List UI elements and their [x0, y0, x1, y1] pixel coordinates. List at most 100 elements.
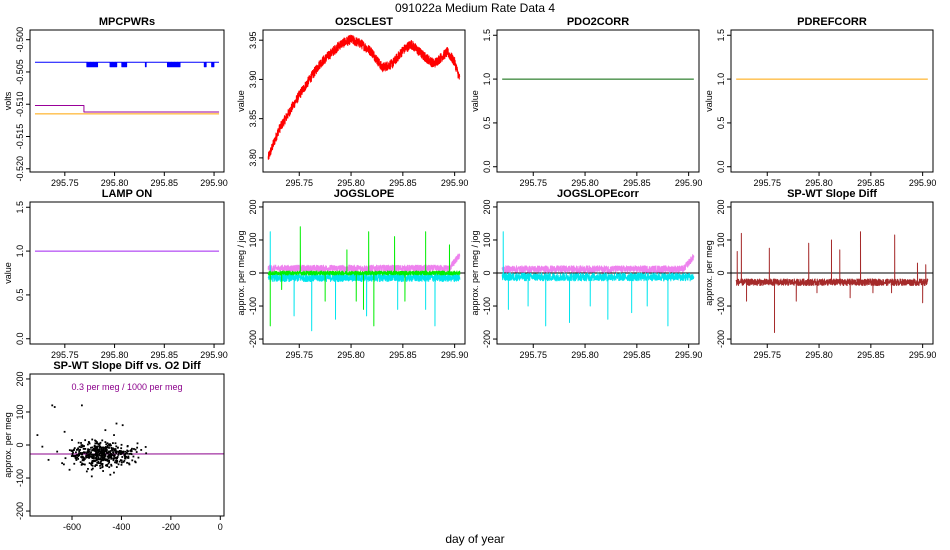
- scatter-point: [117, 463, 120, 466]
- panel-spwtvso2: SP-WT Slope Diff vs. O2 Diff approx. per …: [3, 360, 225, 532]
- scatter-point: [95, 448, 98, 451]
- scatter-point: [124, 450, 127, 453]
- scatter-point: [101, 466, 104, 469]
- x-tick-label: 295.80: [101, 350, 129, 360]
- scatter-point: [112, 454, 115, 457]
- scatter-point: [103, 452, 106, 455]
- scatter-point: [122, 451, 125, 454]
- scatter-point: [74, 457, 77, 459]
- scatter-point: [98, 450, 101, 453]
- scatter-point: [85, 470, 88, 473]
- scatter-point: [97, 445, 99, 448]
- scatter-point: [71, 452, 74, 455]
- scatter-point: [85, 452, 88, 454]
- x-tick-label: 295.75: [285, 178, 313, 188]
- scatter-point: [72, 451, 74, 454]
- scatter-point: [92, 454, 94, 457]
- panel-pdrefcorr: PDREFCORR value 295.75 295.80 295.85 295.90 0.…: [704, 16, 936, 188]
- scatter-point: [95, 457, 97, 459]
- scatter-point: [106, 449, 108, 451]
- scatter-point: [97, 450, 100, 453]
- y-tick-label: -200: [248, 330, 258, 348]
- scatter-point: [99, 458, 102, 461]
- scatter-point: [85, 454, 88, 457]
- scatter-point: [85, 456, 88, 459]
- scatter-point: [116, 460, 118, 463]
- scatter-point: [88, 442, 91, 445]
- scatter-point: [75, 451, 77, 454]
- scatter-point: [130, 448, 133, 451]
- x-tick-label: 295.75: [519, 178, 547, 188]
- scatter-point: [77, 458, 80, 460]
- scatter-point: [91, 464, 94, 467]
- scatter-point: [100, 460, 102, 463]
- panel-ylabel: value: [236, 90, 246, 112]
- scatter-point: [108, 461, 111, 464]
- scatter-point: [91, 462, 94, 465]
- scatter-point: [97, 457, 100, 460]
- scatter-point: [125, 455, 128, 458]
- scatter-point: [136, 446, 139, 449]
- panel-mpcpwrs: MPCPWRs volts 295.75 295.80 295.85 295.90 -0.5…: [3, 16, 228, 188]
- scatter-point: [90, 451, 92, 454]
- y-tick-label: -0.515: [15, 124, 25, 150]
- x-tick-label: 295.80: [571, 178, 599, 188]
- scatter-point: [137, 456, 140, 459]
- scatter-point: [110, 457, 113, 460]
- scatter-point: [94, 453, 97, 456]
- panel-frame: [730, 29, 934, 173]
- scatter-point: [97, 449, 99, 452]
- scatter-point: [115, 422, 118, 425]
- figure-xlabel: day of year: [445, 532, 504, 546]
- scatter-point: [126, 456, 129, 459]
- panel-jogslope: JOGSLOPE approx. per meg / jog 295.75 295.8…: [236, 188, 468, 360]
- scatter-point: [81, 445, 84, 448]
- scatter-point: [124, 457, 127, 460]
- x-tick-label: 295.80: [337, 178, 365, 188]
- scatter-point: [99, 454, 102, 457]
- x-tick-label: 295.85: [151, 178, 179, 188]
- x-tick-label: 295.85: [389, 350, 417, 360]
- scatter-point: [109, 450, 112, 452]
- scatter-point: [120, 451, 123, 454]
- scatter-point: [88, 448, 91, 451]
- scatter-point: [102, 453, 104, 455]
- scatter-point: [99, 467, 102, 470]
- scatter-point: [108, 455, 111, 458]
- panel-ylabel: value: [470, 90, 480, 112]
- scatter-point: [95, 447, 98, 450]
- scatter-point: [105, 451, 108, 454]
- panel-ylabel: volts: [3, 91, 13, 110]
- scatter-point: [102, 470, 104, 472]
- scatter-point: [87, 456, 90, 459]
- scatter-point: [80, 446, 82, 449]
- scatter-point: [134, 448, 137, 451]
- scatter-point: [117, 452, 120, 455]
- scatter-point: [117, 454, 120, 456]
- scatter-point: [130, 450, 133, 453]
- scatter-point: [56, 450, 59, 453]
- scatter-point: [106, 463, 108, 466]
- y-tick-label: 1.0: [716, 73, 726, 86]
- scatter-point: [115, 459, 117, 462]
- x-tick-label: 295.80: [101, 178, 129, 188]
- x-tick-label: 295.75: [51, 350, 79, 360]
- scatter-point: [100, 453, 103, 455]
- x-tick-label: 295.90: [200, 178, 228, 188]
- scatter-point: [80, 456, 83, 458]
- y-tick-label: 0.0: [15, 332, 25, 345]
- scatter-point: [110, 463, 113, 466]
- scatter-point: [95, 442, 98, 445]
- scatter-point: [96, 448, 99, 451]
- scatter-point: [53, 406, 56, 408]
- panel-ylabel: approx. per meg: [704, 240, 714, 306]
- scatter-point: [100, 463, 103, 465]
- scatter-point: [106, 452, 109, 455]
- scatter-point: [103, 456, 106, 459]
- scatter-point: [87, 441, 90, 443]
- panel-frame: [262, 29, 466, 173]
- scatter-point: [90, 453, 93, 456]
- scatter-point: [79, 452, 81, 455]
- scatter-point: [127, 450, 129, 453]
- scatter-point: [51, 404, 54, 407]
